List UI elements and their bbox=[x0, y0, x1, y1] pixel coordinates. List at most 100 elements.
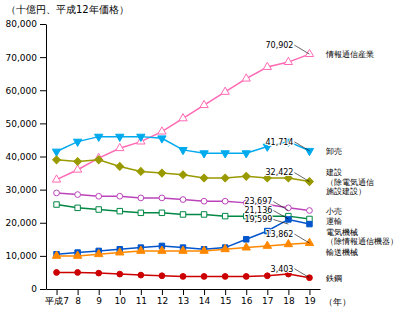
y-tick: 30,000 bbox=[6, 185, 47, 195]
annotation-text: 21,136 bbox=[244, 206, 272, 215]
x-tick-mark bbox=[120, 289, 121, 295]
annotation-text: 70,902 bbox=[265, 41, 293, 50]
x-tick-label: 15 bbox=[220, 296, 231, 306]
annotations: 70,90241,71432,42223,69721,13619,59913,8… bbox=[244, 41, 309, 278]
series-label-line: 運輸 bbox=[326, 217, 342, 226]
series-marker bbox=[200, 100, 208, 107]
series-marker bbox=[95, 134, 103, 141]
y-tick-label: 70,000 bbox=[6, 53, 38, 63]
series-marker bbox=[200, 174, 208, 182]
x-tick-mark bbox=[141, 289, 142, 295]
series-label: 情報通信産業 bbox=[325, 50, 374, 59]
series-marker bbox=[54, 202, 59, 207]
chart-container: 平成78910111213141516171819010,00020,00030… bbox=[0, 0, 415, 319]
annotation-text: 3,403 bbox=[271, 265, 294, 274]
series-marker bbox=[75, 270, 81, 276]
series-marker bbox=[159, 210, 164, 215]
series-label-line: 施設建設） bbox=[326, 187, 366, 196]
series-marker bbox=[180, 212, 185, 217]
y-tick: 50,000 bbox=[6, 119, 47, 129]
x-tick-label: 11 bbox=[136, 296, 147, 306]
annotation-leader bbox=[294, 269, 309, 278]
series-label: 鉄鋼 bbox=[326, 274, 342, 283]
series-line bbox=[57, 160, 310, 182]
y-tick: 10,000 bbox=[6, 251, 47, 261]
series-marker bbox=[286, 205, 292, 211]
x-tick-label: 平成7 bbox=[45, 296, 69, 306]
x-tick: 14 bbox=[199, 289, 211, 306]
annotation-text: 41,714 bbox=[265, 138, 293, 147]
x-tick-label: 10 bbox=[115, 296, 127, 306]
x-tick: 平成7 bbox=[45, 289, 69, 306]
y-tick: 60,000 bbox=[6, 86, 47, 96]
series-marker bbox=[307, 221, 312, 226]
series-marker bbox=[200, 151, 208, 158]
series-marker bbox=[201, 198, 207, 204]
annotation-leader bbox=[273, 202, 288, 211]
x-tick: 10 bbox=[115, 289, 127, 306]
x-tick-mark bbox=[267, 289, 268, 295]
y-tick: 70,000 bbox=[6, 53, 47, 63]
series bbox=[53, 156, 314, 186]
series bbox=[54, 190, 313, 213]
series-marker bbox=[159, 195, 165, 201]
x-tick: 11 bbox=[136, 289, 147, 306]
series bbox=[52, 49, 313, 182]
plot-area bbox=[52, 49, 313, 280]
chart-title: （十億円、平成12年価格） bbox=[6, 4, 129, 15]
series-marker bbox=[73, 251, 81, 258]
series-label: 輸送機械 bbox=[326, 248, 358, 257]
y-tick-label: 60,000 bbox=[6, 86, 38, 96]
series-label-line: 卸売 bbox=[326, 147, 342, 156]
series-marker bbox=[307, 275, 313, 281]
y-tick-mark bbox=[40, 57, 46, 58]
x-axis: 平成78910111213141516171819 bbox=[45, 289, 320, 306]
series-label-line: 情報通信産業 bbox=[325, 50, 374, 59]
x-tick-mark bbox=[225, 289, 226, 295]
y-tick-mark bbox=[40, 24, 46, 25]
series bbox=[52, 134, 313, 158]
series-marker bbox=[305, 148, 313, 155]
x-tick-label: 12 bbox=[157, 296, 168, 306]
y-tick: 80,000 bbox=[6, 19, 47, 29]
series-label-line: 小売 bbox=[326, 207, 342, 216]
series-marker bbox=[221, 87, 229, 94]
series-marker bbox=[96, 207, 101, 212]
series-label: 運輸 bbox=[326, 217, 342, 226]
series-marker bbox=[96, 193, 102, 199]
x-tick-label: 16 bbox=[241, 296, 253, 306]
series-labels: 情報通信産業卸売建設（除電気通信施設建設）小売運輸電気機械（除情報通信機器）輸送… bbox=[325, 50, 398, 283]
series-marker bbox=[286, 217, 291, 222]
series-marker bbox=[305, 238, 313, 245]
y-tick-label: 30,000 bbox=[6, 185, 38, 195]
series-marker bbox=[264, 273, 270, 279]
series-marker bbox=[222, 274, 228, 280]
y-tick-label: 0 bbox=[31, 284, 37, 294]
series-marker bbox=[116, 134, 124, 141]
x-tick: 17 bbox=[262, 289, 273, 306]
y-tick-label: 20,000 bbox=[6, 218, 38, 228]
y-tick-mark bbox=[40, 123, 46, 124]
series-label-line: 電気機械 bbox=[326, 228, 358, 237]
y-axis: 010,00020,00030,00040,00050,00060,00070,… bbox=[6, 19, 47, 294]
series-marker bbox=[137, 168, 145, 176]
annotation-leader bbox=[294, 45, 309, 54]
x-axis-label: （年） bbox=[324, 297, 351, 307]
series-marker bbox=[180, 197, 186, 203]
series-marker bbox=[307, 208, 313, 214]
series-label-line: （除電気通信 bbox=[326, 178, 374, 187]
series bbox=[54, 217, 312, 257]
series-marker bbox=[200, 246, 208, 253]
annotation-leader bbox=[273, 211, 288, 219]
series-label-line: 建設 bbox=[325, 168, 342, 177]
series-marker bbox=[138, 272, 144, 278]
chart-svg: 平成78910111213141516171819010,00020,00030… bbox=[0, 0, 415, 319]
series-marker bbox=[158, 169, 166, 177]
series-marker bbox=[158, 127, 166, 134]
series-line bbox=[57, 243, 310, 256]
series-label-line: 輸送機械 bbox=[326, 248, 358, 257]
series-marker bbox=[96, 270, 102, 276]
series-marker bbox=[54, 190, 60, 196]
series-marker bbox=[116, 143, 124, 150]
series-marker bbox=[242, 151, 250, 158]
